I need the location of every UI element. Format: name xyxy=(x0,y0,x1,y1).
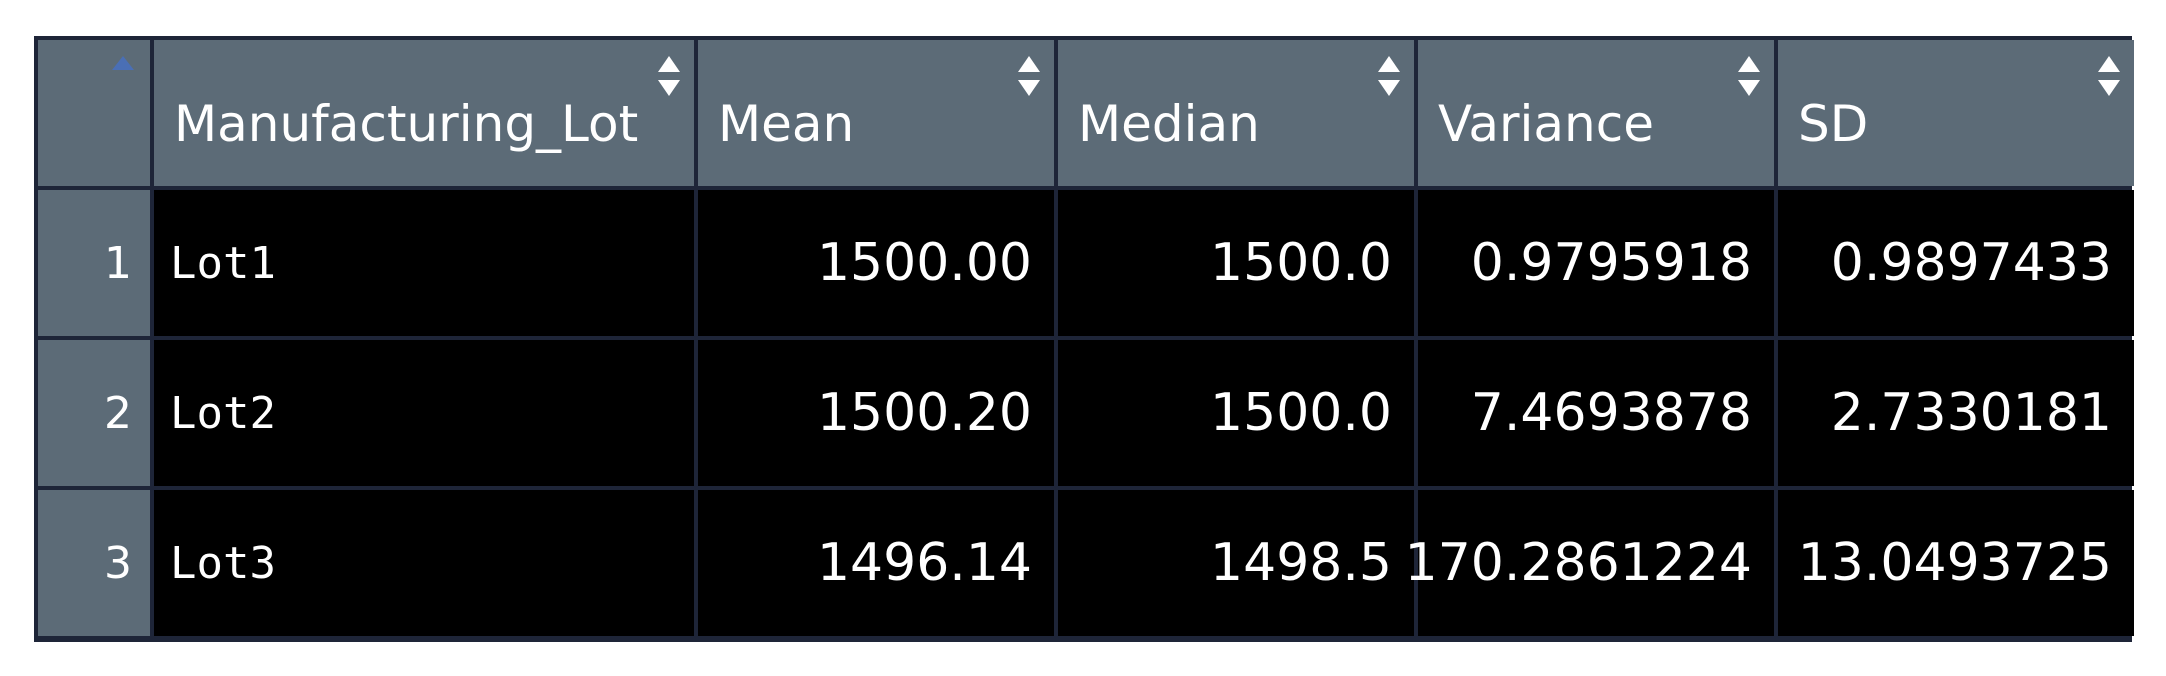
sort-icon[interactable] xyxy=(1378,56,1400,96)
column-header-label: SD xyxy=(1798,95,1869,153)
sort-icon[interactable] xyxy=(2098,56,2120,96)
column-header-label: Mean xyxy=(718,95,855,153)
cell-variance: 170.2861224 xyxy=(1405,490,1774,636)
cell-mean: 1500.00 xyxy=(698,190,1054,336)
cell-sd: 2.7330181 xyxy=(1778,340,2134,486)
row-index: 1 xyxy=(38,190,150,336)
column-header-variance[interactable]: Variance xyxy=(1418,40,1774,186)
cell-sd: 13.0493725 xyxy=(1778,490,2134,636)
cell-median: 1498.5 xyxy=(1058,490,1414,636)
cell-sd: 0.9897433 xyxy=(1778,190,2134,336)
row-index-header[interactable] xyxy=(38,40,150,186)
column-header-sd[interactable]: SD xyxy=(1778,40,2134,186)
cell-manufacturing-lot: Lot3 xyxy=(154,490,694,636)
column-header-label: Median xyxy=(1078,95,1260,153)
cell-median: 1500.0 xyxy=(1058,190,1414,336)
column-header-label: Manufacturing_Lot xyxy=(174,95,639,153)
cell-manufacturing-lot: Lot2 xyxy=(154,340,694,486)
data-table: Manufacturing_Lot Mean Median Variance S… xyxy=(34,36,2134,642)
cell-variance: 7.4693878 xyxy=(1418,340,1774,486)
row-index: 3 xyxy=(38,490,150,636)
column-header-median[interactable]: Median xyxy=(1058,40,1414,186)
column-header-mean[interactable]: Mean xyxy=(698,40,1054,186)
column-header-manufacturing-lot[interactable]: Manufacturing_Lot xyxy=(154,40,694,186)
cell-variance: 0.9795918 xyxy=(1418,190,1774,336)
cell-mean: 1500.20 xyxy=(698,340,1054,486)
column-header-label: Variance xyxy=(1438,95,1654,153)
sort-icon[interactable] xyxy=(1018,56,1040,96)
row-index: 2 xyxy=(38,340,150,486)
cell-median: 1500.0 xyxy=(1058,340,1414,486)
sort-icon[interactable] xyxy=(1738,56,1760,96)
sort-ascending-icon xyxy=(112,56,134,70)
cell-mean: 1496.14 xyxy=(698,490,1054,636)
cell-manufacturing-lot: Lot1 xyxy=(154,190,694,336)
sort-icon[interactable] xyxy=(658,56,680,96)
